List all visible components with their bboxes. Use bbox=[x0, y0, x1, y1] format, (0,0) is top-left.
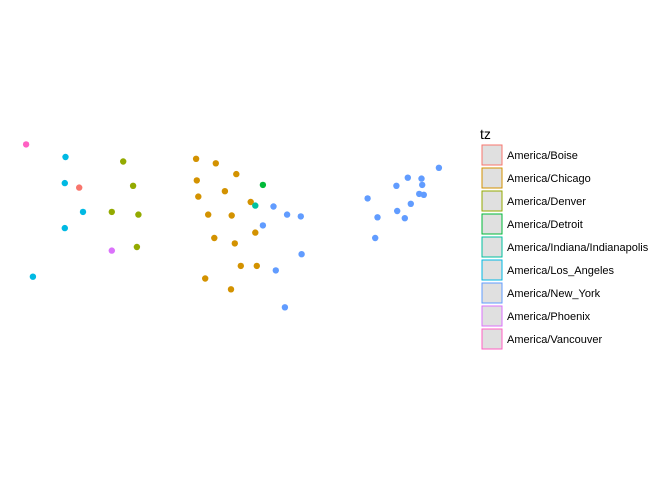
legend-key bbox=[481, 328, 503, 350]
data-point bbox=[404, 174, 411, 181]
legend-item: America/Los_Angeles bbox=[481, 259, 615, 281]
legend-items: America/Boise America/Chicago America/Denv… bbox=[481, 144, 649, 350]
legend-key bbox=[481, 282, 503, 304]
data-point bbox=[108, 247, 116, 254]
legend-label: America/New_York bbox=[507, 288, 601, 300]
data-point bbox=[394, 207, 401, 215]
data-point bbox=[76, 184, 83, 191]
legend-label: America/Vancouver bbox=[507, 334, 603, 346]
data-point bbox=[247, 198, 254, 206]
legend-item: America/Denver bbox=[481, 190, 586, 212]
data-point bbox=[228, 212, 235, 219]
data-point bbox=[205, 211, 212, 218]
data-point bbox=[61, 224, 68, 232]
data-point bbox=[407, 200, 414, 207]
legend: tz America/Boise America/Chicago America/D… bbox=[480, 126, 649, 350]
data-point bbox=[420, 191, 427, 198]
data-point bbox=[120, 158, 127, 165]
data-point bbox=[193, 177, 200, 184]
legend-label: America/Boise bbox=[507, 150, 578, 162]
data-point bbox=[283, 211, 291, 218]
data-point bbox=[418, 175, 425, 182]
data-point bbox=[227, 286, 235, 293]
legend-key bbox=[481, 144, 503, 166]
data-point bbox=[61, 179, 68, 187]
legend-title: tz bbox=[480, 126, 491, 142]
data-point bbox=[298, 251, 305, 258]
data-point bbox=[221, 188, 229, 195]
data-point bbox=[22, 141, 30, 148]
data-point bbox=[419, 181, 426, 189]
data-point bbox=[62, 153, 69, 161]
legend-key bbox=[481, 190, 503, 212]
legend-label: America/Denver bbox=[507, 196, 586, 208]
data-point bbox=[259, 181, 267, 189]
data-point bbox=[435, 164, 443, 171]
legend-item: America/Chicago bbox=[481, 167, 591, 189]
data-point bbox=[297, 213, 304, 220]
legend-item: America/Detroit bbox=[481, 213, 583, 235]
data-point bbox=[253, 262, 260, 270]
data-point bbox=[272, 267, 279, 274]
data-point bbox=[192, 155, 200, 162]
data-point bbox=[202, 275, 209, 282]
legend-label: America/Los_Angeles bbox=[507, 265, 615, 277]
data-point bbox=[233, 170, 240, 178]
legend-label: America/Chicago bbox=[507, 173, 591, 185]
legend-key bbox=[481, 259, 503, 281]
legend-label: America/Detroit bbox=[507, 219, 583, 231]
data-point bbox=[374, 214, 381, 221]
legend-item: America/Boise bbox=[481, 144, 578, 166]
legend-item: America/Vancouver bbox=[481, 328, 603, 350]
data-point bbox=[270, 203, 277, 210]
data-point bbox=[281, 304, 289, 311]
legend-item: America/New_York bbox=[481, 282, 601, 304]
data-point bbox=[364, 195, 371, 202]
data-point bbox=[108, 208, 116, 216]
legend-label: America/Indiana/Indianapolis bbox=[507, 242, 649, 254]
data-point bbox=[135, 211, 142, 218]
data-point bbox=[195, 193, 202, 200]
legend-item: America/Indiana/Indianapolis bbox=[481, 236, 649, 258]
data-point bbox=[129, 182, 137, 189]
data-point bbox=[237, 262, 244, 270]
data-point bbox=[259, 222, 267, 229]
data-point bbox=[401, 215, 408, 222]
data-point bbox=[212, 160, 219, 167]
data-point bbox=[372, 234, 379, 242]
legend-key bbox=[481, 305, 503, 327]
data-point bbox=[79, 208, 87, 216]
legend-key bbox=[481, 213, 503, 235]
points-layer bbox=[22, 141, 443, 311]
legend-key bbox=[481, 236, 503, 258]
legend-key bbox=[481, 167, 503, 189]
data-point bbox=[252, 202, 259, 209]
legend-label: America/Phoenix bbox=[507, 311, 591, 323]
data-point bbox=[393, 182, 400, 189]
data-point bbox=[211, 234, 218, 242]
data-point bbox=[231, 240, 238, 247]
data-point bbox=[133, 243, 141, 251]
legend-item: America/Phoenix bbox=[481, 305, 591, 327]
data-point bbox=[29, 273, 37, 280]
data-point bbox=[252, 229, 259, 236]
